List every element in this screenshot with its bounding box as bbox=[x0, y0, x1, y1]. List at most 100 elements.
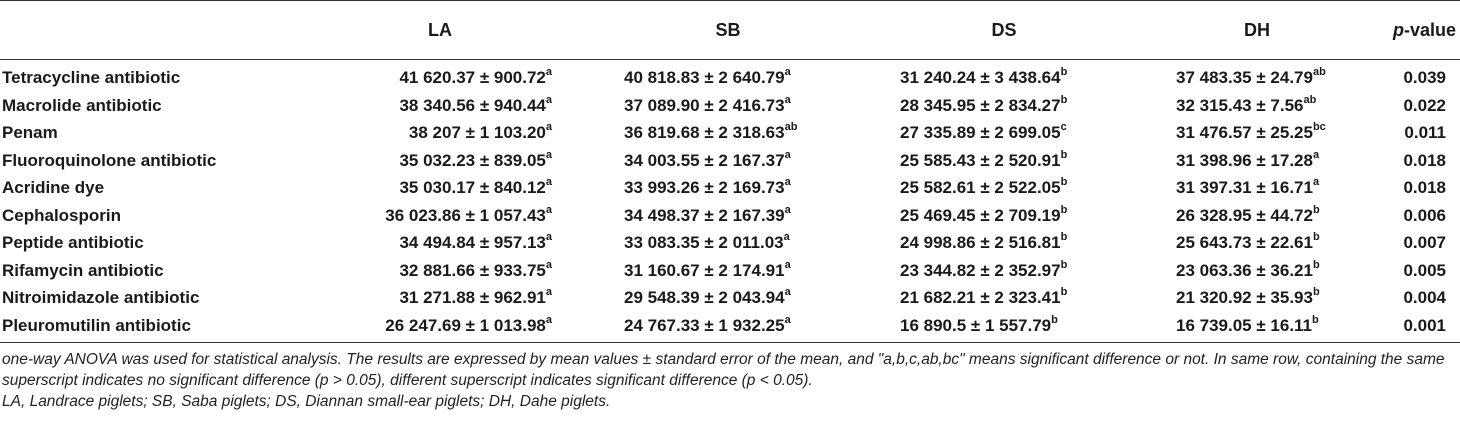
cell-dh: 25 643.73 ± 22.61b bbox=[1142, 229, 1372, 257]
cell-dh: 23 063.36 ± 36.21b bbox=[1142, 257, 1372, 285]
table-footnotes: one-way ANOVA was used for statistical a… bbox=[2, 349, 1458, 412]
significance-superscript: a bbox=[784, 258, 791, 271]
cell-value: 27 335.89 ± 2 699.05 bbox=[900, 123, 1061, 142]
cell-sb: 24 767.33 ± 1 932.25a bbox=[590, 312, 866, 340]
row-label: Penam bbox=[2, 123, 58, 142]
cell-dh: 21 320.92 ± 35.93b bbox=[1142, 284, 1372, 312]
significance-superscript: a bbox=[784, 148, 791, 161]
top-rule bbox=[0, 0, 1460, 1]
significance-superscript: b bbox=[1312, 203, 1320, 216]
significance-superscript: a bbox=[545, 93, 552, 106]
cell-value: 31 476.57 ± 25.25 bbox=[1176, 123, 1313, 142]
cell-dh: 32 315.43 ± 7.56ab bbox=[1142, 92, 1372, 120]
table-row: Macrolide antibiotic 38 340.56 ± 940.44a 3… bbox=[0, 92, 1460, 120]
significance-superscript: a bbox=[1312, 176, 1320, 189]
cell-la: 36 023.86 ± 1 057.43a bbox=[290, 202, 590, 230]
significance-superscript: a bbox=[545, 66, 552, 79]
significance-superscript: a bbox=[784, 313, 791, 326]
cell-pvalue: 0.007 bbox=[1403, 233, 1446, 252]
significance-superscript: b bbox=[1051, 313, 1058, 326]
cell-ds: 24 998.86 ± 2 516.81b bbox=[866, 229, 1142, 257]
significance-superscript: a bbox=[545, 231, 552, 244]
significance-superscript: b bbox=[1060, 203, 1068, 216]
significance-superscript: a bbox=[784, 93, 791, 106]
header-pvalue: p-value bbox=[1392, 19, 1456, 40]
cell-la: 35 030.17 ± 840.12a bbox=[290, 174, 590, 202]
significance-superscript: a bbox=[545, 148, 552, 161]
table-row: Cephalosporin 36 023.86 ± 1 057.43a 34 498… bbox=[0, 202, 1460, 230]
cell-ds: 25 585.43 ± 2 520.91b bbox=[866, 147, 1142, 175]
cell-sb: 34 003.55 ± 2 167.37a bbox=[590, 147, 866, 175]
cell-ds: 28 345.95 ± 2 834.27b bbox=[866, 92, 1142, 120]
significance-superscript: ab bbox=[1303, 93, 1317, 106]
cell-value: 25 582.61 ± 2 522.05 bbox=[900, 178, 1061, 197]
row-label: Tetracycline antibiotic bbox=[2, 68, 181, 87]
cell-value: 33 083.35 ± 2 011.03 bbox=[624, 233, 784, 252]
cell-value: 26 247.69 ± 1 013.98 bbox=[385, 315, 546, 335]
cell-sb: 36 819.68 ± 2 318.63ab bbox=[590, 119, 866, 147]
data-table: LA SB DS DH p-value Tetracycline antibio… bbox=[0, 19, 1460, 339]
cell-sb: 31 160.67 ± 2 174.91a bbox=[590, 257, 866, 285]
cell-ds: 25 582.61 ± 2 522.05b bbox=[866, 174, 1142, 202]
cell-pvalue: 0.011 bbox=[1404, 123, 1446, 142]
cell-pvalue: 0.018 bbox=[1403, 150, 1446, 170]
cell-value: 16 739.05 ± 16.11 bbox=[1176, 315, 1313, 335]
cell-sb: 33 083.35 ± 2 011.03a bbox=[590, 229, 866, 257]
significance-superscript: b bbox=[1312, 231, 1320, 244]
cell-pvalue: 0.022 bbox=[1403, 95, 1446, 115]
cell-la: 38 207 ± 1 103.20a bbox=[290, 119, 590, 147]
cell-value: 24 998.86 ± 2 516.81 bbox=[900, 233, 1061, 252]
cell-sb: 40 818.83 ± 2 640.79a bbox=[590, 60, 866, 92]
cell-value: 36 023.86 ± 1 057.43 bbox=[385, 205, 546, 225]
table-row: Pleuromutilin antibiotic 26 247.69 ± 1 01… bbox=[0, 312, 1460, 340]
cell-ds: 23 344.82 ± 2 352.97b bbox=[866, 257, 1142, 285]
significance-superscript: b bbox=[1060, 231, 1068, 244]
significance-superscript: b bbox=[1312, 258, 1320, 271]
table-row: Nitroimidazole antibiotic 31 271.88 ± 962… bbox=[0, 284, 1460, 312]
cell-value: 35 032.23 ± 839.05 bbox=[399, 150, 546, 170]
cell-ds: 21 682.21 ± 2 323.41b bbox=[866, 284, 1142, 312]
header-rule bbox=[0, 59, 1460, 60]
cell-value: 31 271.88 ± 962.91 bbox=[399, 288, 546, 307]
row-label: Acridine dye bbox=[2, 178, 105, 197]
cell-value: 23 344.82 ± 2 352.97 bbox=[900, 260, 1061, 280]
significance-superscript: b bbox=[1060, 148, 1068, 161]
cell-value: 25 643.73 ± 22.61 bbox=[1176, 233, 1313, 252]
significance-superscript: a bbox=[545, 286, 552, 299]
cell-pvalue: 0.006 bbox=[1403, 205, 1446, 225]
cell-ds: 16 890.5 ± 1 557.79b bbox=[866, 312, 1142, 340]
header-ds: DS bbox=[991, 19, 1017, 40]
table-body: Tetracycline antibiotic 41 620.37 ± 900.7… bbox=[0, 60, 1460, 339]
footnote-statistics: one-way ANOVA was used for statistical a… bbox=[2, 351, 1445, 389]
table-row: Peptide antibiotic 34 494.84 ± 957.13a 33 … bbox=[0, 229, 1460, 257]
significance-superscript: a bbox=[1312, 148, 1320, 161]
cell-value: 26 328.95 ± 44.72 bbox=[1176, 205, 1313, 225]
significance-superscript: a bbox=[545, 121, 552, 134]
table-row: Fluoroquinolone antibiotic 35 032.23 ± 83… bbox=[0, 147, 1460, 175]
significance-superscript: ab bbox=[784, 121, 798, 134]
cell-value: 34 498.37 ± 2 167.39 bbox=[624, 205, 785, 225]
cell-value: 34 494.84 ± 957.13 bbox=[399, 233, 546, 252]
row-label: Peptide antibiotic bbox=[2, 233, 144, 252]
table-row: Tetracycline antibiotic 41 620.37 ± 900.7… bbox=[0, 60, 1460, 92]
cell-pvalue: 0.018 bbox=[1403, 178, 1446, 197]
cell-pvalue: 0.039 bbox=[1403, 68, 1446, 87]
cell-dh: 16 739.05 ± 16.11b bbox=[1142, 312, 1372, 340]
cell-value: 41 620.37 ± 900.72 bbox=[399, 68, 546, 87]
cell-value: 23 063.36 ± 36.21 bbox=[1176, 260, 1313, 280]
cell-la: 26 247.69 ± 1 013.98a bbox=[290, 312, 590, 340]
significance-superscript: a bbox=[784, 66, 791, 79]
cell-value: 28 345.95 ± 2 834.27 bbox=[900, 95, 1061, 115]
cell-value: 31 398.96 ± 17.28 bbox=[1176, 150, 1313, 170]
significance-superscript: b bbox=[1060, 258, 1068, 271]
cell-value: 24 767.33 ± 1 932.25 bbox=[624, 315, 785, 335]
cell-value: 32 881.66 ± 933.75 bbox=[399, 260, 546, 280]
cell-value: 21 682.21 ± 2 323.41 bbox=[900, 288, 1061, 307]
significance-superscript: b bbox=[1060, 286, 1068, 299]
cell-value: 35 030.17 ± 840.12 bbox=[399, 178, 546, 197]
significance-superscript: a bbox=[784, 176, 791, 189]
cell-la: 34 494.84 ± 957.13a bbox=[290, 229, 590, 257]
cell-dh: 31 398.96 ± 17.28a bbox=[1142, 147, 1372, 175]
significance-superscript: b bbox=[1312, 286, 1320, 299]
